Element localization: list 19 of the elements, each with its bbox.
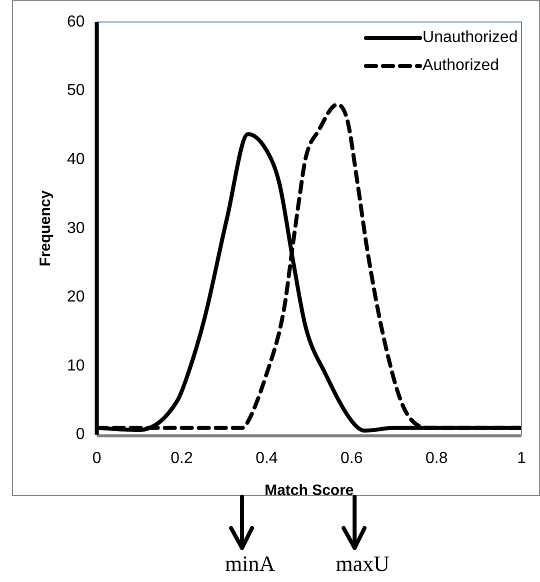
y-tick-label: 20 — [67, 288, 85, 306]
y-tick-label: 30 — [67, 220, 85, 237]
y-tick-label: 40 — [67, 151, 85, 168]
legend-label: Unauthorized — [422, 29, 518, 47]
x-tick-label: 1 — [517, 450, 526, 467]
y-axis-title: Frequency — [37, 190, 54, 266]
x-tick-label: 0 — [92, 450, 102, 467]
y-tick-label: 10 — [67, 357, 85, 374]
y-tick-label: 0 — [76, 426, 85, 444]
x-tick-label: 0.8 — [425, 450, 448, 467]
x-tick-label: 0.4 — [256, 450, 278, 467]
x-tick-label: 0.6 — [340, 450, 363, 467]
x-axis-title: Match Score — [264, 482, 354, 500]
ref-line-label: maxU — [336, 550, 390, 576]
x-tick-label: 0.2 — [170, 450, 193, 467]
legend-label: Authorized — [422, 57, 500, 75]
ref-line-label: minA — [225, 550, 276, 576]
y-tick-label: 60 — [67, 13, 85, 30]
y-tick-label: 50 — [67, 82, 85, 100]
